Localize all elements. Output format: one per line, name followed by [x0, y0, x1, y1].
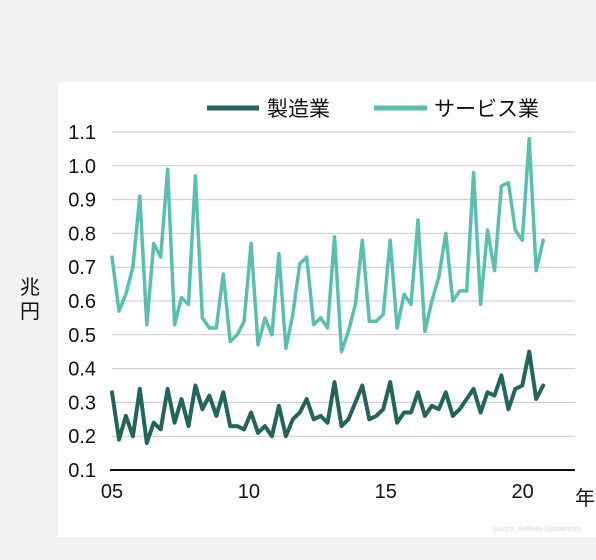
x-unit-label: 年: [575, 486, 595, 510]
y-tick-label: 1.1: [68, 122, 96, 144]
series-line-services: [110, 137, 545, 354]
series-lines: [110, 137, 546, 445]
legend-label-manufacturing: 製造業: [267, 97, 330, 121]
y-tick-label: 0.3: [68, 392, 96, 414]
series-line-manufacturing: [110, 349, 546, 445]
y-tick-label: 0.9: [68, 190, 96, 212]
y-unit-char-1: 兆: [20, 275, 40, 299]
x-tick-label: 05: [101, 481, 123, 503]
x-tick-labels: 05 10 15 20: [101, 481, 534, 503]
y-tick-label: 0.8: [68, 223, 96, 245]
y-tick-label: 0.2: [68, 426, 96, 448]
legend-label-services: サービス業: [434, 97, 539, 121]
legend: 製造業 サービス業: [207, 97, 539, 121]
y-tick-label: 1.0: [68, 156, 96, 178]
y-tick-labels: 0.1 0.2 0.3 0.4 0.5 0.6 0.7 0.8 0.9 1.0 1.1: [68, 122, 96, 482]
y-tick-label: 0.6: [68, 291, 96, 313]
y-unit-char-2: 円: [20, 299, 40, 323]
x-tick-label: 20: [512, 481, 534, 503]
y-tick-label: 0.1: [68, 460, 96, 482]
source-note: Source: Refinitiv Datastream: [492, 526, 581, 533]
x-tick-label: 15: [375, 481, 397, 503]
y-tick-label: 0.5: [68, 325, 96, 347]
y-tick-label: 0.7: [68, 257, 96, 279]
y-tick-label: 0.4: [68, 359, 96, 381]
x-tick-label: 10: [238, 481, 260, 503]
